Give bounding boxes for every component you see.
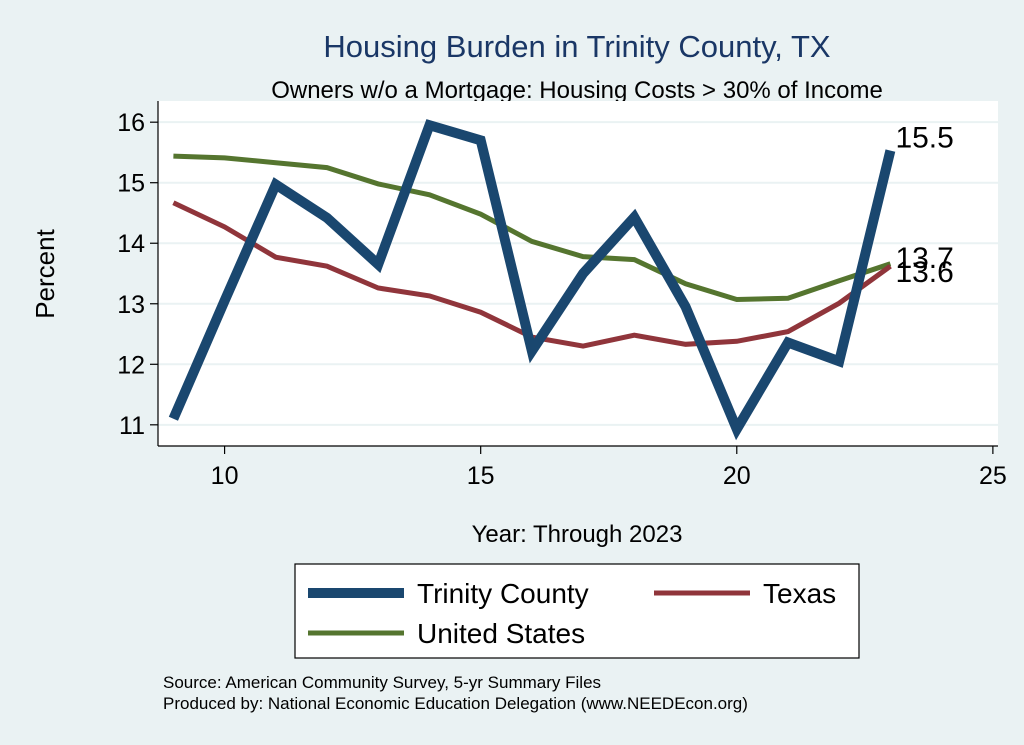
y-tick-label: 15 (117, 170, 145, 198)
gridlines (158, 121, 998, 426)
end-label-trinity-county: 15.5 (895, 122, 953, 155)
legend-label-us: United States (417, 618, 585, 649)
source-note: Source: American Community Survey, 5-yr … (163, 673, 601, 692)
y-tick-label: 11 (119, 412, 145, 440)
end-labels: 15.5 13.613.7 (895, 122, 953, 290)
y-tick-label: 12 (117, 351, 145, 379)
end-label-texas: 13.6 (895, 256, 953, 289)
axis-ticks: 11 12 13 14 15 16 10 15 20 25 (117, 109, 1007, 490)
x-tick-label: 15 (467, 462, 495, 490)
legend-label-trinity: Trinity County (417, 578, 589, 609)
x-tick-label: 20 (723, 462, 751, 490)
x-tick-label: 25 (979, 462, 1007, 490)
y-tick-label: 14 (117, 230, 145, 258)
y-tick-label: 16 (117, 109, 145, 137)
chart-title: Housing Burden in Trinity County, TX (323, 29, 830, 64)
legend-box (294, 563, 860, 659)
end-label-united-states: 13.7 (895, 242, 953, 275)
x-axis-title: Year: Through 2023 (472, 521, 683, 548)
series-line-trinity-county (168, 119, 896, 441)
y-axis-title: Percent (30, 228, 60, 318)
producer-note: Produced by: National Economic Education… (163, 694, 748, 713)
x-tick-label: 10 (211, 462, 239, 490)
series-lines (168, 119, 896, 441)
chart-subtitle: Owners w/o a Mortgage: Housing Costs > 3… (271, 77, 883, 104)
legend-label-texas: Texas (763, 578, 836, 609)
y-tick-label: 13 (117, 291, 145, 319)
series-line-united-states (173, 153, 892, 303)
